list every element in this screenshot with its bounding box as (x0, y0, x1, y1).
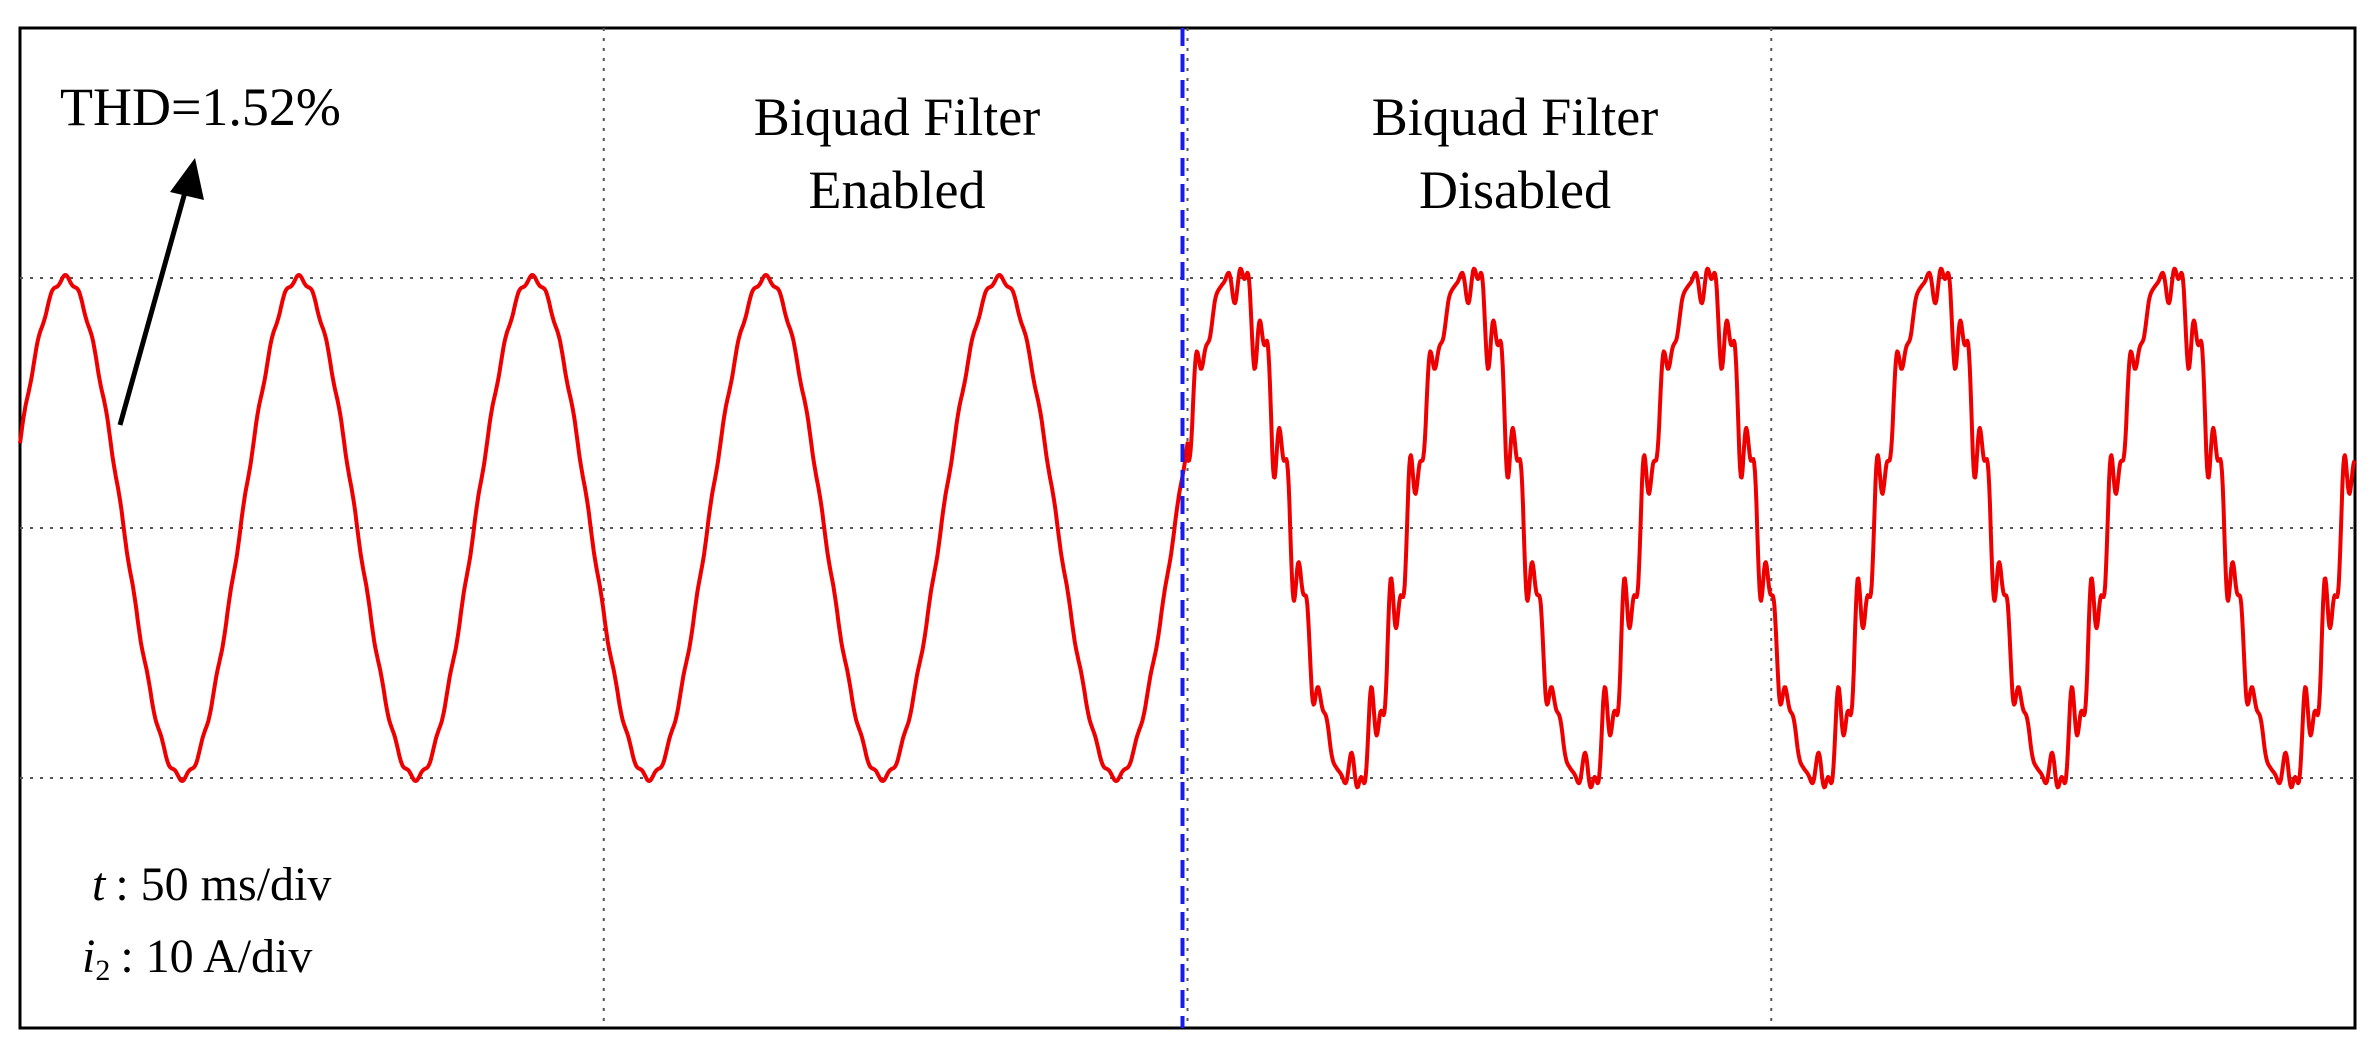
enabled-label-line1: Biquad Filter (754, 87, 1040, 147)
disabled-label-line1: Biquad Filter (1372, 87, 1658, 147)
current-waveform-i2 (18, 266, 2357, 790)
disabled-label-line2: Disabled (1419, 160, 1611, 220)
thd-label: THD=1.52% (60, 77, 341, 137)
current-scale-label: i2: 10 A/div (82, 930, 312, 987)
time-scale-label: t: 50 ms/div (92, 858, 331, 911)
enabled-label-line2: Enabled (809, 160, 986, 220)
thd-arrow (117, 158, 204, 426)
grid-lines (20, 28, 2355, 1028)
